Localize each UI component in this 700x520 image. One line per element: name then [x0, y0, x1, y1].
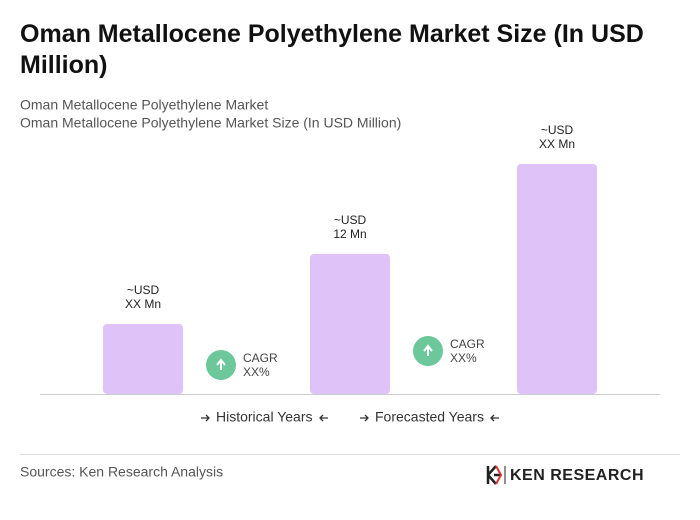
- logo: KEN RESEARCH: [486, 465, 644, 485]
- cagr-label: CAGR: [450, 337, 485, 351]
- arrow: [360, 414, 369, 422]
- value-label: 12 Mn: [333, 227, 366, 241]
- subtitle: Oman Metallocene Polyethylene Market Siz…: [20, 115, 401, 131]
- cagr-arrow: [423, 344, 433, 356]
- subtitle: Oman Metallocene Polyethylene Market: [20, 97, 268, 113]
- cagr-label: CAGR: [243, 351, 278, 365]
- logo-icon: [495, 465, 503, 485]
- value-label: ~USD: [127, 283, 160, 297]
- period-label: Historical Years: [216, 409, 313, 425]
- value-label: ~USD: [541, 123, 574, 137]
- arrow: [201, 414, 210, 422]
- source: Sources: Ken Research Analysis: [20, 464, 223, 480]
- cagr-arrow: [216, 358, 226, 370]
- arrow: [319, 414, 328, 422]
- value-label: XX Mn: [539, 137, 575, 151]
- logo-icon: [486, 465, 500, 485]
- chart-title: Oman Metallocene Polyethylene Market Siz…: [20, 20, 644, 79]
- arrow: [490, 414, 499, 422]
- bar: [517, 164, 597, 394]
- value-label: ~USD: [334, 213, 367, 227]
- cagr-label: XX%: [450, 351, 477, 365]
- period-label: Forecasted Years: [375, 409, 484, 425]
- cagr-label: XX%: [243, 365, 270, 379]
- bar: [103, 323, 183, 394]
- bar: [310, 253, 390, 394]
- value-label: XX Mn: [125, 297, 161, 311]
- logo-text: KEN RESEARCH: [510, 467, 644, 484]
